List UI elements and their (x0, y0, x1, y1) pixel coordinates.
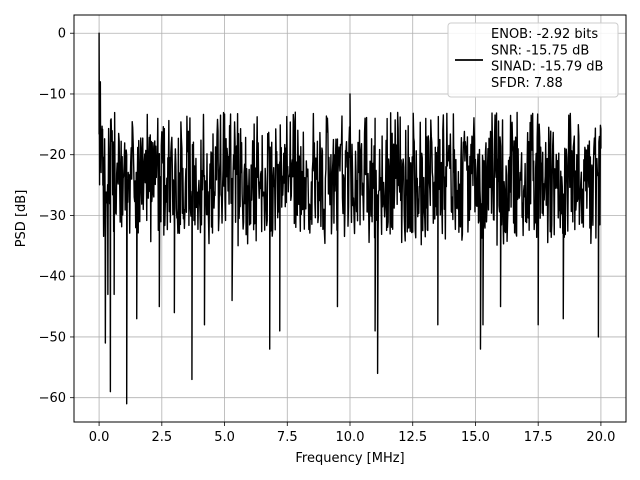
y-tick-label: −20 (39, 148, 66, 163)
x-tick-label: 10.0 (336, 430, 365, 445)
x-axis-label: Frequency [MHz] (295, 451, 404, 466)
legend-box (447, 22, 619, 98)
legend-entry-snr: SNR: -15.75 dB (491, 43, 589, 58)
x-tick-label: 12.5 (398, 430, 427, 445)
x-tick-label: 5.0 (214, 430, 235, 445)
x-tick-label: 15.0 (461, 430, 490, 445)
legend: ENOB: -2.92 bits SNR: -15.75 dB SINAD: -… (447, 22, 619, 98)
y-axis-label: PSD [dB] (14, 190, 29, 248)
axis-ticks: 0.0 2.5 5.0 7.5 10.0 12.5 15.0 17.5 20.0 0 −10 −20 −… (39, 27, 616, 445)
psd-series-line (98, 32, 602, 405)
y-tick-label: −60 (39, 391, 66, 406)
legend-entry-sfdr: SFDR: 7.88 (491, 76, 563, 91)
y-tick-label: −10 (39, 87, 66, 102)
legend-entry-enob: ENOB: -2.92 bits (491, 27, 598, 42)
x-tick-label: 17.5 (524, 430, 553, 445)
x-tick-label: 7.5 (277, 430, 298, 445)
y-tick-label: −30 (39, 209, 66, 224)
y-tick-label: −40 (39, 270, 66, 285)
y-tick-label: −50 (39, 330, 66, 345)
x-tick-label: 20.0 (586, 430, 615, 445)
x-tick-label: 2.5 (151, 430, 172, 445)
plot-area (98, 32, 602, 405)
legend-entry-sinad: SINAD: -15.79 dB (491, 60, 603, 75)
y-tick-label: 0 (58, 27, 66, 42)
x-tick-label: 0.0 (89, 430, 110, 445)
